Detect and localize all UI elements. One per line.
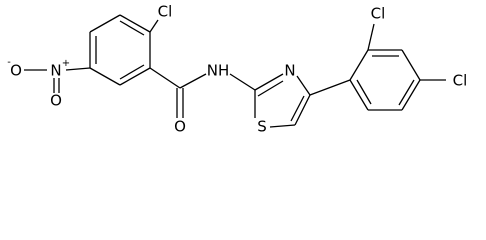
charge: - — [7, 57, 11, 68]
bonds — [24, 14, 446, 128]
atom-label: Cl — [371, 5, 386, 23]
atom-labels: Cl O - N + O O NH N S Cl Cl — [7, 3, 467, 136]
atom-label: NH — [207, 62, 230, 80]
atom-label: O — [174, 118, 186, 136]
charge: + — [62, 58, 70, 69]
page: {"atoms": {"cl_top": "Cl", "o_minus": "O… — [7, 2, 468, 136]
atom-label: N — [50, 62, 61, 80]
atom-label: S — [257, 118, 267, 136]
atom-label: O — [50, 92, 62, 110]
atom-label: Cl — [453, 72, 468, 90]
atom-label: O — [10, 62, 22, 80]
atom-label: N — [284, 62, 295, 80]
molecule-diagram: Cl O - N + O O NH N S Cl Cl — [7, 3, 467, 136]
atom-label: Cl — [158, 3, 173, 21]
